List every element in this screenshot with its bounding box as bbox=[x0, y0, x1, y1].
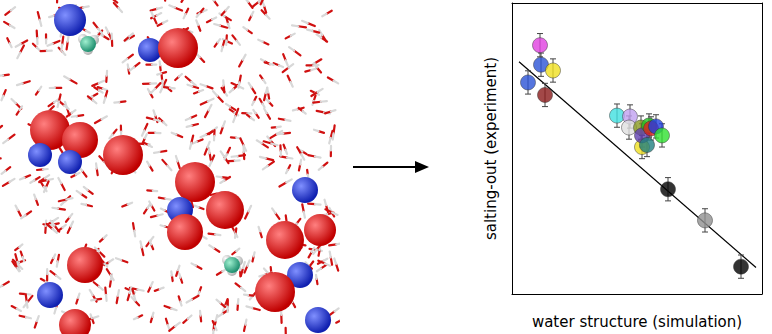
svg-text:water structure (simulation): water structure (simulation) bbox=[532, 313, 742, 331]
svg-text:salting-out (experiment): salting-out (experiment) bbox=[482, 57, 500, 240]
